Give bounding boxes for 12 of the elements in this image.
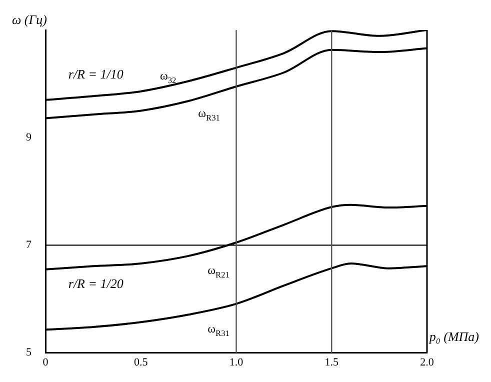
annotation: r/R = 1/20 [68,276,124,292]
x-axis-title: p₀ (МПа) [428,328,479,344]
x-tick-label: 0.5 [134,356,148,368]
y-tick-label: 5 [26,346,32,359]
x-tick-label: 1.0 [229,356,244,368]
annotation: r/R = 1/10 [68,66,124,82]
y-axis-title: ω (Гц) [12,12,47,27]
x-tick-label: 2.0 [420,356,434,368]
y-tick-label: 9 [26,131,32,144]
x-tick-label: 0 [42,356,49,368]
y-tick-label: 7 [26,239,32,252]
x-tick-label: 1.5 [324,356,339,368]
